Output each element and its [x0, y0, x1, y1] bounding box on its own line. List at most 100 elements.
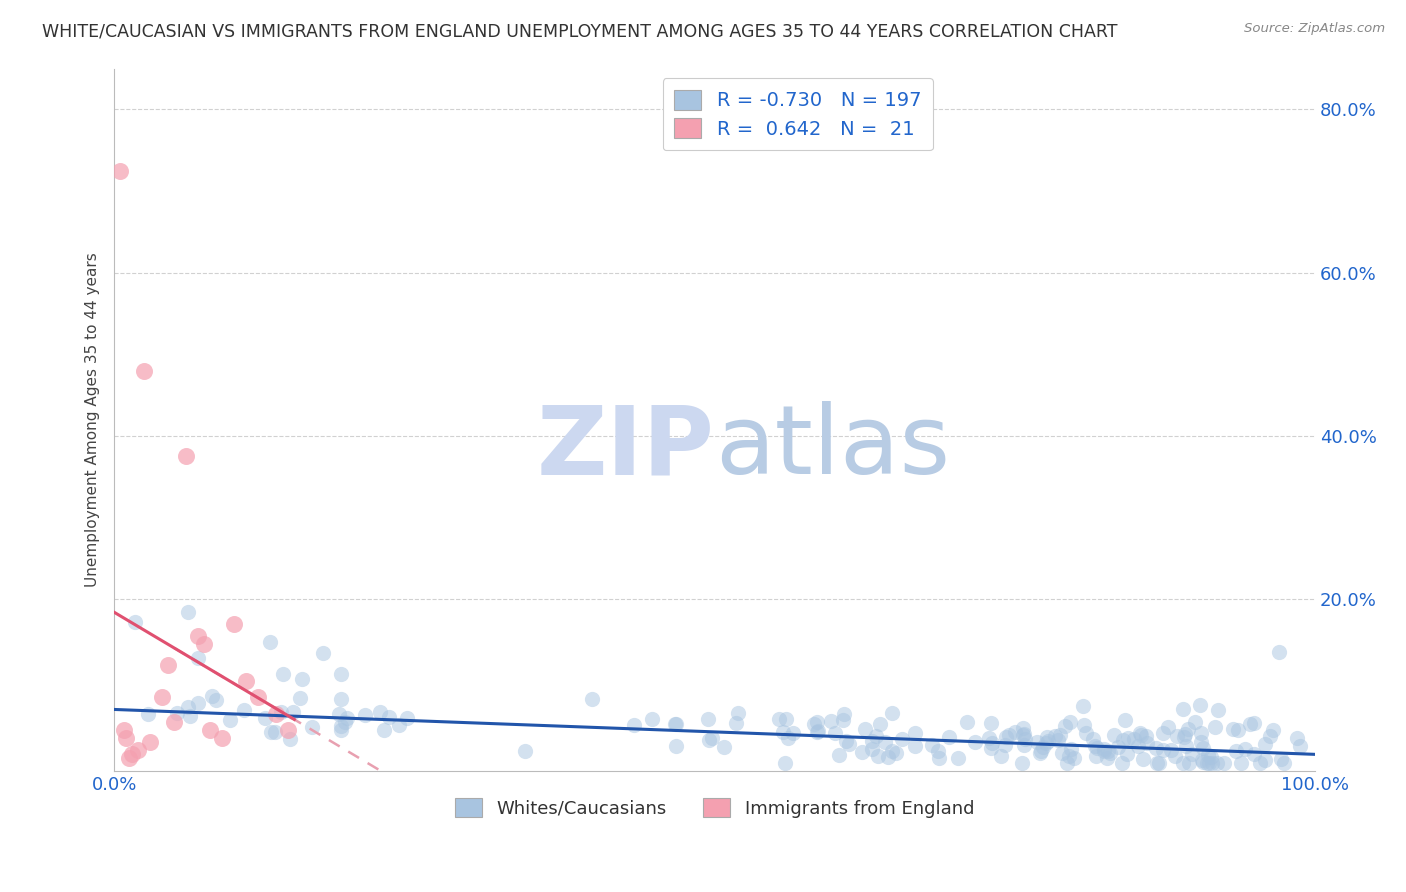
Point [1184, 715, 1206, 730]
Point [1270, 752, 1292, 766]
Point [264, 725, 287, 739]
Point [1230, 756, 1253, 770]
Point [1132, 752, 1154, 766]
Text: atlas: atlas [714, 401, 950, 494]
Point [664, 716, 686, 731]
Point [247, 690, 270, 705]
Point [177, 700, 200, 714]
Point [1084, 748, 1107, 763]
Point [1094, 744, 1116, 758]
Point [283, 706, 305, 720]
Point [768, 712, 790, 726]
Point [1112, 733, 1135, 747]
Point [1286, 731, 1309, 745]
Point [1258, 729, 1281, 743]
Point [278, 732, 301, 747]
Point [1049, 728, 1071, 742]
Point [778, 731, 800, 746]
Point [1206, 703, 1229, 717]
Point [1054, 719, 1077, 733]
Point [1004, 724, 1026, 739]
Point [869, 716, 891, 731]
Point [121, 747, 143, 762]
Point [166, 706, 188, 720]
Point [387, 718, 409, 732]
Point [928, 751, 950, 765]
Point [1181, 747, 1204, 761]
Point [1144, 741, 1167, 756]
Point [1147, 756, 1170, 770]
Point [1261, 723, 1284, 737]
Point [1129, 726, 1152, 740]
Point [724, 716, 747, 731]
Text: ZIP: ZIP [537, 401, 714, 494]
Point [1253, 738, 1275, 752]
Point [980, 735, 1002, 749]
Point [260, 725, 283, 739]
Point [1206, 756, 1229, 770]
Legend: Whites/Caucasians, Immigrants from England: Whites/Caucasians, Immigrants from Engla… [449, 791, 981, 825]
Point [513, 744, 536, 758]
Point [1056, 756, 1078, 770]
Point [820, 714, 842, 728]
Point [623, 717, 645, 731]
Point [581, 692, 603, 706]
Point [890, 731, 912, 746]
Point [115, 731, 138, 745]
Point [270, 705, 292, 719]
Point [330, 666, 353, 681]
Point [1025, 735, 1047, 749]
Point [1081, 732, 1104, 747]
Point [1012, 727, 1035, 741]
Point [336, 710, 359, 724]
Point [1035, 736, 1057, 750]
Point [328, 706, 350, 721]
Point [1152, 743, 1174, 757]
Point [1114, 713, 1136, 727]
Point [232, 703, 254, 717]
Point [1212, 756, 1234, 770]
Text: WHITE/CAUCASIAN VS IMMIGRANTS FROM ENGLAND UNEMPLOYMENT AMONG AGES 35 TO 44 YEAR: WHITE/CAUCASIAN VS IMMIGRANTS FROM ENGLA… [42, 22, 1118, 40]
Point [866, 749, 889, 764]
Point [835, 734, 858, 748]
Point [1171, 701, 1194, 715]
Point [311, 646, 333, 660]
Point [886, 746, 908, 760]
Point [980, 741, 1002, 756]
Point [273, 667, 295, 681]
Point [1011, 756, 1033, 770]
Point [1014, 731, 1036, 746]
Point [1163, 748, 1185, 763]
Point [174, 450, 197, 464]
Point [235, 673, 257, 688]
Point [665, 716, 688, 731]
Point [880, 706, 903, 720]
Point [1189, 726, 1212, 740]
Point [200, 689, 222, 703]
Point [828, 747, 851, 762]
Point [1253, 753, 1275, 767]
Point [1085, 741, 1108, 756]
Point [1029, 746, 1052, 760]
Point [1104, 728, 1126, 742]
Text: Source: ZipAtlas.com: Source: ZipAtlas.com [1244, 22, 1385, 36]
Point [157, 657, 180, 672]
Point [1130, 728, 1153, 742]
Point [136, 706, 159, 721]
Point [1268, 645, 1291, 659]
Point [1057, 749, 1080, 764]
Point [1012, 721, 1035, 735]
Point [904, 739, 927, 753]
Point [700, 731, 723, 745]
Point [876, 750, 898, 764]
Point [396, 711, 419, 725]
Point [134, 363, 156, 377]
Point [1239, 716, 1261, 731]
Point [301, 720, 323, 734]
Point [904, 726, 927, 740]
Point [641, 713, 664, 727]
Point [775, 712, 797, 726]
Point [187, 629, 209, 643]
Point [963, 735, 986, 749]
Y-axis label: Unemployment Among Ages 35 to 44 years: Unemployment Among Ages 35 to 44 years [86, 252, 100, 587]
